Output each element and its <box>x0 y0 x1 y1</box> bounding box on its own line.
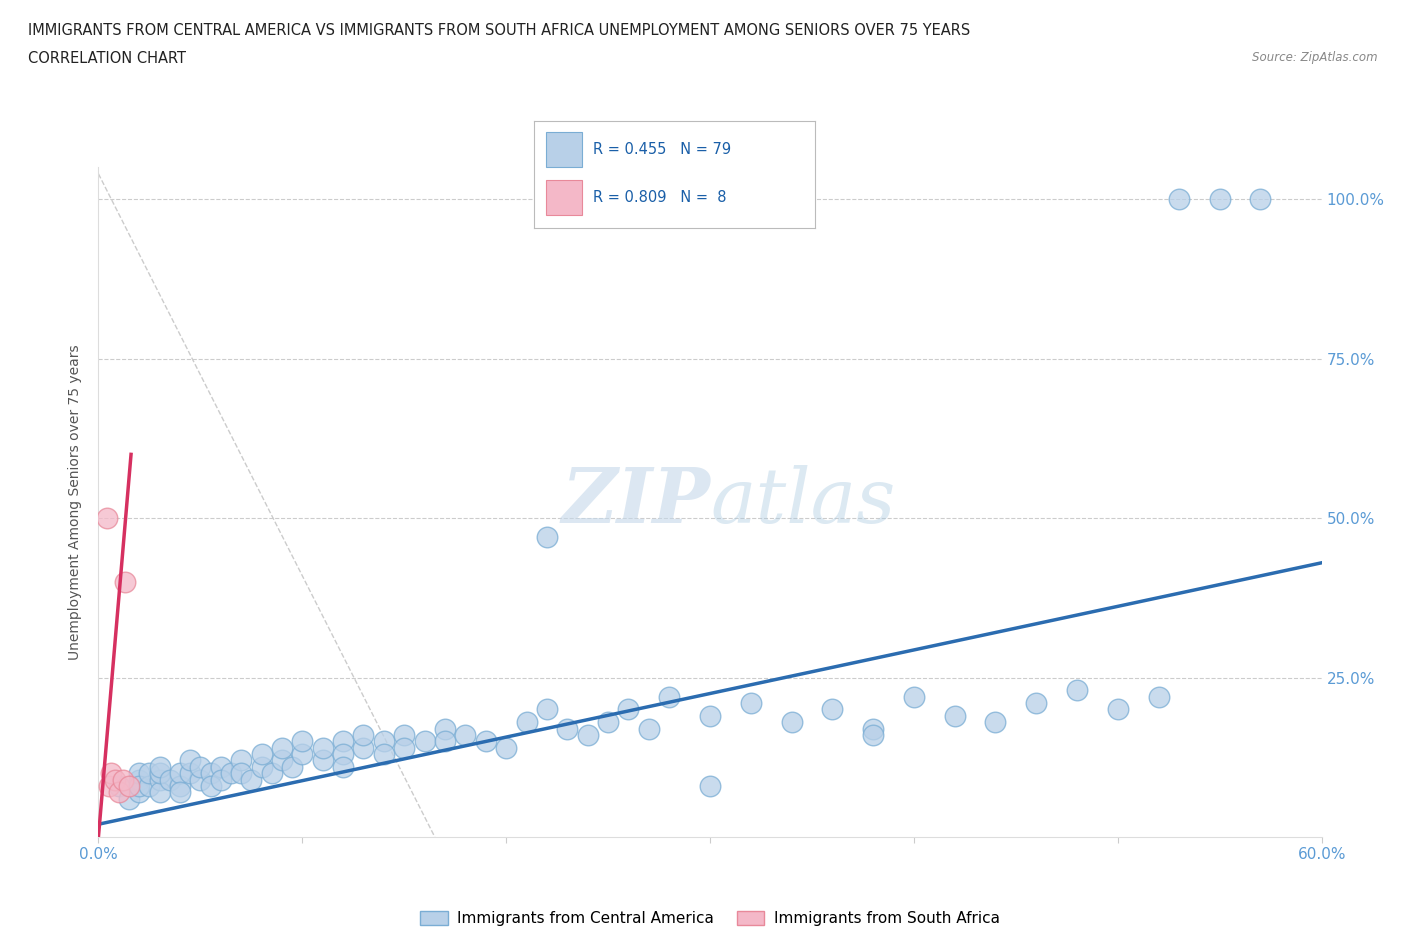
Point <box>1147 689 1170 704</box>
Point <box>332 734 354 749</box>
Point <box>413 734 436 749</box>
Legend: Immigrants from Central America, Immigrants from South Africa: Immigrants from Central America, Immigra… <box>415 905 1005 930</box>
Point <box>108 778 131 793</box>
Point <box>1249 192 1271 206</box>
Point <box>516 715 538 730</box>
Point <box>219 765 242 780</box>
Point <box>231 765 253 780</box>
Point <box>149 772 172 787</box>
Point <box>454 727 477 742</box>
Point <box>108 785 131 800</box>
Point <box>200 765 222 780</box>
Point <box>260 765 283 780</box>
Point <box>270 753 294 768</box>
Point <box>862 721 884 736</box>
Point <box>169 778 191 793</box>
Text: Source: ZipAtlas.com: Source: ZipAtlas.com <box>1253 51 1378 64</box>
Point <box>250 747 273 762</box>
Text: R = 0.455   N = 79: R = 0.455 N = 79 <box>593 141 731 157</box>
Point <box>96 511 118 525</box>
Y-axis label: Unemployment Among Seniors over 75 years: Unemployment Among Seniors over 75 years <box>69 344 83 660</box>
Point <box>1025 696 1047 711</box>
Point <box>169 765 191 780</box>
Point <box>100 765 122 780</box>
Point <box>658 689 681 704</box>
Point <box>495 740 517 755</box>
Point <box>179 753 201 768</box>
Bar <box>546 132 582 166</box>
Text: ZIP: ZIP <box>561 465 710 539</box>
Text: R = 0.809   N =  8: R = 0.809 N = 8 <box>593 190 727 205</box>
Point <box>188 772 212 787</box>
Point <box>149 760 172 775</box>
Point <box>169 785 191 800</box>
Point <box>312 740 335 755</box>
Point <box>118 791 141 806</box>
Point <box>128 765 150 780</box>
Point <box>903 689 925 704</box>
Point <box>638 721 661 736</box>
Point <box>434 721 457 736</box>
Point <box>114 575 136 590</box>
Text: atlas: atlas <box>710 465 896 539</box>
Point <box>699 709 721 724</box>
Point <box>179 765 201 780</box>
Point <box>149 785 172 800</box>
Point <box>312 753 335 768</box>
Point <box>332 760 354 775</box>
Point <box>332 747 354 762</box>
Point <box>740 696 762 711</box>
Point <box>149 765 172 780</box>
Point <box>270 740 294 755</box>
Text: CORRELATION CHART: CORRELATION CHART <box>28 51 186 66</box>
Point <box>159 772 181 787</box>
Point <box>392 740 416 755</box>
Point <box>128 778 150 793</box>
Point <box>576 727 599 742</box>
Point <box>598 715 620 730</box>
Point <box>1107 702 1129 717</box>
Point <box>138 778 160 793</box>
Point <box>291 734 314 749</box>
Point <box>209 772 232 787</box>
Point <box>373 734 395 749</box>
Point <box>821 702 844 717</box>
Point <box>862 727 884 742</box>
Point <box>392 727 416 742</box>
Point <box>104 772 127 787</box>
Point <box>200 778 222 793</box>
Point <box>617 702 640 717</box>
Point <box>984 715 1007 730</box>
Point <box>281 760 304 775</box>
Point <box>209 760 232 775</box>
Point <box>536 702 558 717</box>
Point <box>474 734 498 749</box>
Point <box>111 772 134 787</box>
Point <box>128 785 150 800</box>
Point <box>352 727 374 742</box>
Point <box>138 765 160 780</box>
Point <box>373 747 395 762</box>
Point <box>434 734 457 749</box>
Point <box>557 721 579 736</box>
Text: IMMIGRANTS FROM CENTRAL AMERICA VS IMMIGRANTS FROM SOUTH AFRICA UNEMPLOYMENT AMO: IMMIGRANTS FROM CENTRAL AMERICA VS IMMIG… <box>28 23 970 38</box>
Point <box>231 753 253 768</box>
Bar <box>546 179 582 215</box>
Point <box>1167 192 1189 206</box>
Point <box>352 740 374 755</box>
Point <box>291 747 314 762</box>
Point <box>128 772 150 787</box>
Point <box>536 530 558 545</box>
Point <box>699 778 721 793</box>
Point <box>1066 683 1088 698</box>
Point <box>97 778 120 793</box>
Point <box>118 778 141 793</box>
Point <box>943 709 966 724</box>
Point <box>188 760 212 775</box>
Point <box>250 760 273 775</box>
Point <box>1209 192 1232 206</box>
Point <box>240 772 263 787</box>
Point <box>780 715 803 730</box>
